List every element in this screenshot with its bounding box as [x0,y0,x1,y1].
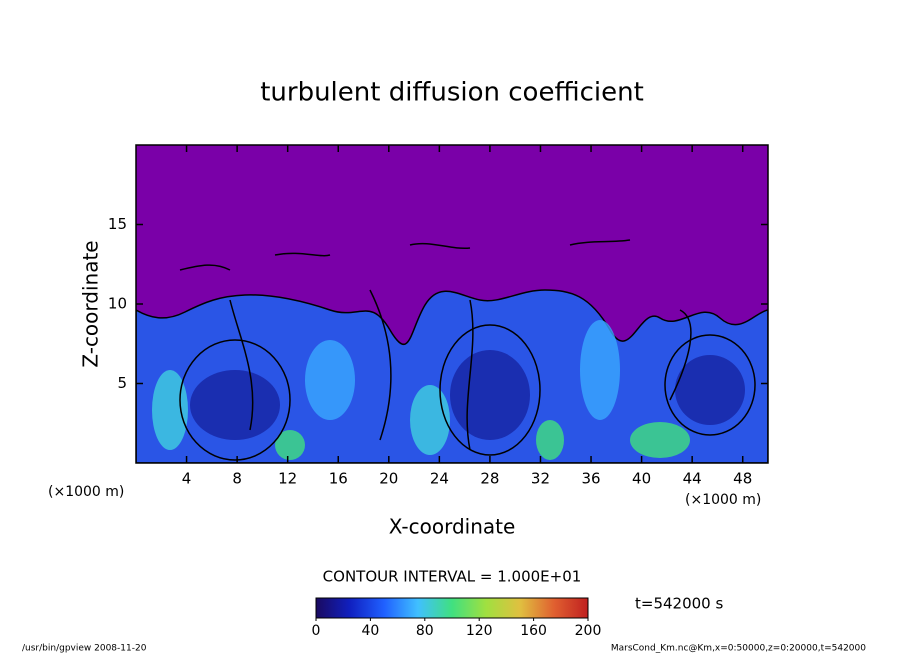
field-patch [190,370,280,440]
colorbar-tick-label: 120 [466,623,493,639]
colorbar [315,597,589,619]
contour-lines [179,239,756,461]
colorbar-tick-label: 200 [575,623,602,639]
x-tick-label: 24 [430,470,449,488]
x-tick-label: 36 [581,470,600,488]
field-patch [275,430,305,460]
colorbar-tick-label: 160 [520,623,547,639]
field-patch [305,340,355,420]
x-tick-label: 32 [531,470,550,488]
field-patch [152,370,188,450]
x-unit-label: (×1000 m) [48,484,124,500]
y-axis-label: Z-coordinate [79,240,103,367]
y-tick-label: 10 [108,295,127,313]
footer-left: /usr/bin/gpview 2008-11-20 [22,644,147,654]
chart-title: turbulent diffusion coefficient [260,78,644,108]
x-tick-label: 20 [379,470,398,488]
time-label: t=542000 s [635,595,723,613]
field-patch [450,350,530,440]
field-patch [536,420,564,460]
colorbar-tick-label: 80 [416,623,434,639]
x-tick-label: 44 [683,470,702,488]
footer-right: MarsCond_Km.nc@Km,x=0:50000,z=0:20000,t=… [611,644,866,654]
x-axis-label: X-coordinate [389,515,516,539]
contour-interval: CONTOUR INTERVAL = 1.000E+01 [323,568,582,586]
x-tick-label: 12 [278,470,297,488]
x-tick-label: 40 [632,470,651,488]
x-tick-label: 48 [733,470,752,488]
x-tick-label: 4 [182,470,192,488]
field-patch [580,320,620,420]
x-unit-label: (×1000 m) [685,492,761,508]
colorbar-tick-label: 0 [312,623,321,639]
field-patch [410,385,450,455]
colorbar-tick-label: 40 [361,623,379,639]
field [136,145,768,463]
y-tick-label: 5 [117,374,127,392]
x-tick-label: 16 [329,470,348,488]
x-tick-label: 8 [232,470,242,488]
field-patch [675,355,745,425]
field-patch [630,422,690,458]
y-tick-label: 15 [108,215,127,233]
x-tick-label: 28 [480,470,499,488]
